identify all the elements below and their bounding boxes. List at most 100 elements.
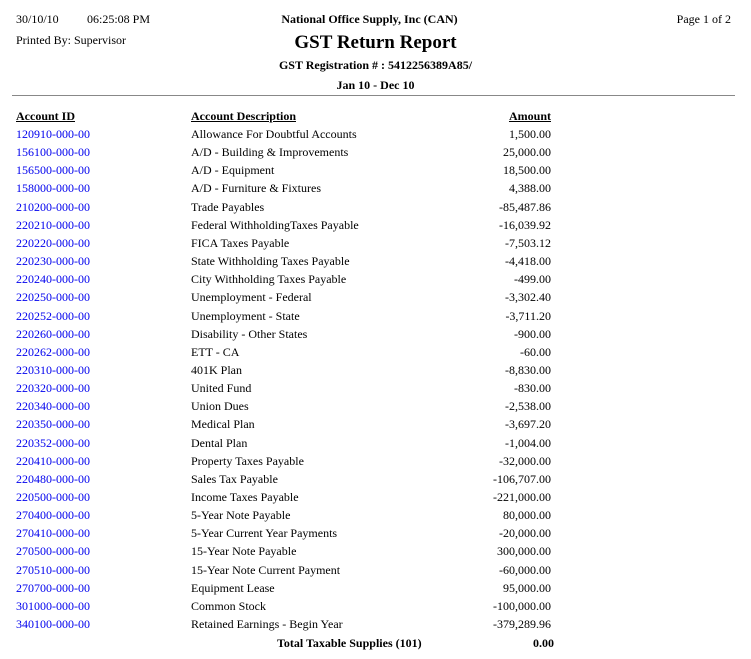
account-description: Income Taxes Payable [191, 490, 299, 504]
account-description: Property Taxes Payable [191, 453, 304, 468]
table-row: 270400-000-00 5-Year Note Payable 80,000.0… [0, 508, 751, 526]
account-amount: -100,000.00 [493, 598, 551, 613]
account-description: Medical Plan [191, 417, 255, 432]
account-amount: -7,503.12 [505, 235, 551, 250]
table-row: 158000-000-00 A/D - Furniture & Fixtures 4… [0, 181, 751, 199]
print-time: 06:25:08 PM [87, 12, 151, 26]
account-amount: -85,487.86 [499, 199, 551, 214]
account-id-link[interactable]: 158000-000-00 [16, 181, 90, 196]
account-description: State Withholding Taxes Payable [191, 254, 350, 269]
table-row: 220500-000-00 Income Taxes Payable -221,00… [0, 490, 751, 508]
account-amount: -60.00 [520, 344, 551, 359]
account-amount: -379,289.96 [493, 617, 551, 632]
account-description: FICA Taxes Payable [191, 235, 290, 250]
table-row: 301000-000-00 Common Stock -100,000.00 [0, 599, 751, 617]
table-row: 220410-000-00 Property Taxes Payable -32,0… [0, 454, 751, 472]
table-row: 220230-000-00 State Withholding Taxes Pay… [0, 254, 751, 272]
table-row: 220262-000-00 ETT - CA -60.00 [0, 345, 751, 363]
account-description: ETT - CA [191, 344, 240, 359]
account-amount: 1,500.00 [509, 127, 551, 141]
table-row: 340100-000-00 Retained Earnings - Begin Y… [0, 617, 751, 635]
account-id-link[interactable]: 270410-000-00 [16, 526, 90, 541]
account-amount: -3,302.40 [505, 290, 551, 305]
account-id-link[interactable]: 220480-000-00 [16, 471, 90, 486]
company-name: National Office Supply, Inc (CAN) [281, 12, 458, 26]
account-description: City Withholding Taxes Payable [191, 272, 347, 287]
account-amount: -16,039.92 [499, 217, 551, 232]
account-amount: 95,000.00 [503, 580, 551, 595]
account-description: 15-Year Note Current Payment [191, 562, 341, 577]
account-id-link[interactable]: 220350-000-00 [16, 417, 90, 432]
table-row: 220260-000-00 Disability - Other States -9… [0, 327, 751, 345]
account-id-link[interactable]: 270510-000-00 [16, 562, 90, 577]
account-description: A/D - Building & Improvements [191, 145, 349, 160]
account-amount: -900.00 [514, 326, 551, 341]
account-id-link[interactable]: 220260-000-00 [16, 326, 90, 341]
account-amount: -1,004.00 [505, 435, 551, 450]
table-row: 220340-000-00 Union Dues -2,538.00 [0, 399, 751, 417]
account-id-link[interactable]: 220210-000-00 [16, 217, 90, 232]
account-id-link[interactable]: 220320-000-00 [16, 381, 90, 396]
table-row: 120910-000-00 Allowance For Doubtful Acco… [0, 127, 751, 145]
account-amount: -221,000.00 [493, 490, 551, 504]
table-row: 156500-000-00 A/D - Equipment 18,500.00 [0, 163, 751, 181]
account-description: Dental Plan [191, 435, 248, 450]
account-description: Common Stock [191, 598, 267, 613]
account-amount: 25,000.00 [503, 145, 551, 160]
account-id-link[interactable]: 210200-000-00 [16, 199, 90, 214]
account-amount: -32,000.00 [499, 453, 551, 468]
account-description: 15-Year Note Payable [191, 544, 297, 559]
account-description: Retained Earnings - Begin Year [191, 617, 343, 632]
account-id-link[interactable]: 220230-000-00 [16, 254, 90, 269]
account-id-link[interactable]: 301000-000-00 [16, 598, 90, 613]
account-description: 401K Plan [191, 362, 242, 377]
account-amount: 80,000.00 [503, 508, 551, 523]
table-row: 220250-000-00 Unemployment - Federal -3,30… [0, 290, 751, 308]
account-amount: -106,707.00 [493, 471, 551, 486]
account-id-link[interactable]: 270500-000-00 [16, 544, 90, 559]
account-id-link[interactable]: 220310-000-00 [16, 362, 90, 377]
account-id-link[interactable]: 220262-000-00 [16, 344, 90, 359]
page-number: Page 1 of 2 [676, 12, 731, 26]
account-id-link[interactable]: 270700-000-00 [16, 580, 90, 595]
column-header-account-id: Account ID [16, 109, 75, 123]
account-id-link[interactable]: 220220-000-00 [16, 235, 90, 250]
account-id-link[interactable]: 220500-000-00 [16, 490, 90, 504]
account-id-link[interactable]: 220240-000-00 [16, 272, 90, 287]
account-amount: -4,418.00 [505, 254, 551, 269]
total-label: Total Taxable Supplies (101) [277, 636, 422, 650]
account-id-link[interactable]: 220340-000-00 [16, 399, 90, 414]
header-divider [12, 95, 735, 96]
gst-registration: GST Registration # : 5412256389A85/ [278, 58, 473, 72]
account-description: Sales Tax Payable [191, 471, 278, 486]
account-id-link[interactable]: 156500-000-00 [16, 163, 90, 178]
table-row: 270410-000-00 5-Year Current Year Payment… [0, 526, 751, 544]
table-row: 220320-000-00 United Fund -830.00 [0, 381, 751, 399]
account-amount: -20,000.00 [499, 526, 551, 541]
table-row: 220350-000-00 Medical Plan -3,697.20 [0, 417, 751, 435]
column-header-description: Account Description [191, 109, 296, 123]
account-amount: -8,830.00 [505, 362, 551, 377]
account-amount: 18,500.00 [503, 163, 551, 178]
account-id-link[interactable]: 220250-000-00 [16, 290, 90, 305]
account-description: Unemployment - State [191, 308, 300, 323]
account-id-link[interactable]: 220410-000-00 [16, 453, 90, 468]
account-id-link[interactable]: 270400-000-00 [16, 508, 90, 523]
table-row: 220210-000-00 Federal WithholdingTaxes Pa… [0, 218, 751, 236]
account-amount: -830.00 [514, 381, 551, 396]
account-id-link[interactable]: 220252-000-00 [16, 308, 90, 323]
account-description: A/D - Equipment [191, 163, 275, 178]
account-id-link[interactable]: 120910-000-00 [16, 127, 90, 141]
account-id-link[interactable]: 156100-000-00 [16, 145, 90, 160]
table-row: 270700-000-00 Equipment Lease 95,000.00 [0, 581, 751, 599]
account-id-link[interactable]: 220352-000-00 [16, 435, 90, 450]
account-id-link[interactable]: 340100-000-00 [16, 617, 90, 632]
account-description: 5-Year Current Year Payments [191, 526, 338, 541]
account-description: Union Dues [191, 399, 249, 414]
account-description: 5-Year Note Payable [191, 508, 291, 523]
account-description: Disability - Other States [191, 326, 308, 341]
account-description: United Fund [191, 381, 252, 396]
table-row: 220352-000-00 Dental Plan -1,004.00 [0, 436, 751, 454]
account-description: A/D - Furniture & Fixtures [191, 181, 321, 196]
